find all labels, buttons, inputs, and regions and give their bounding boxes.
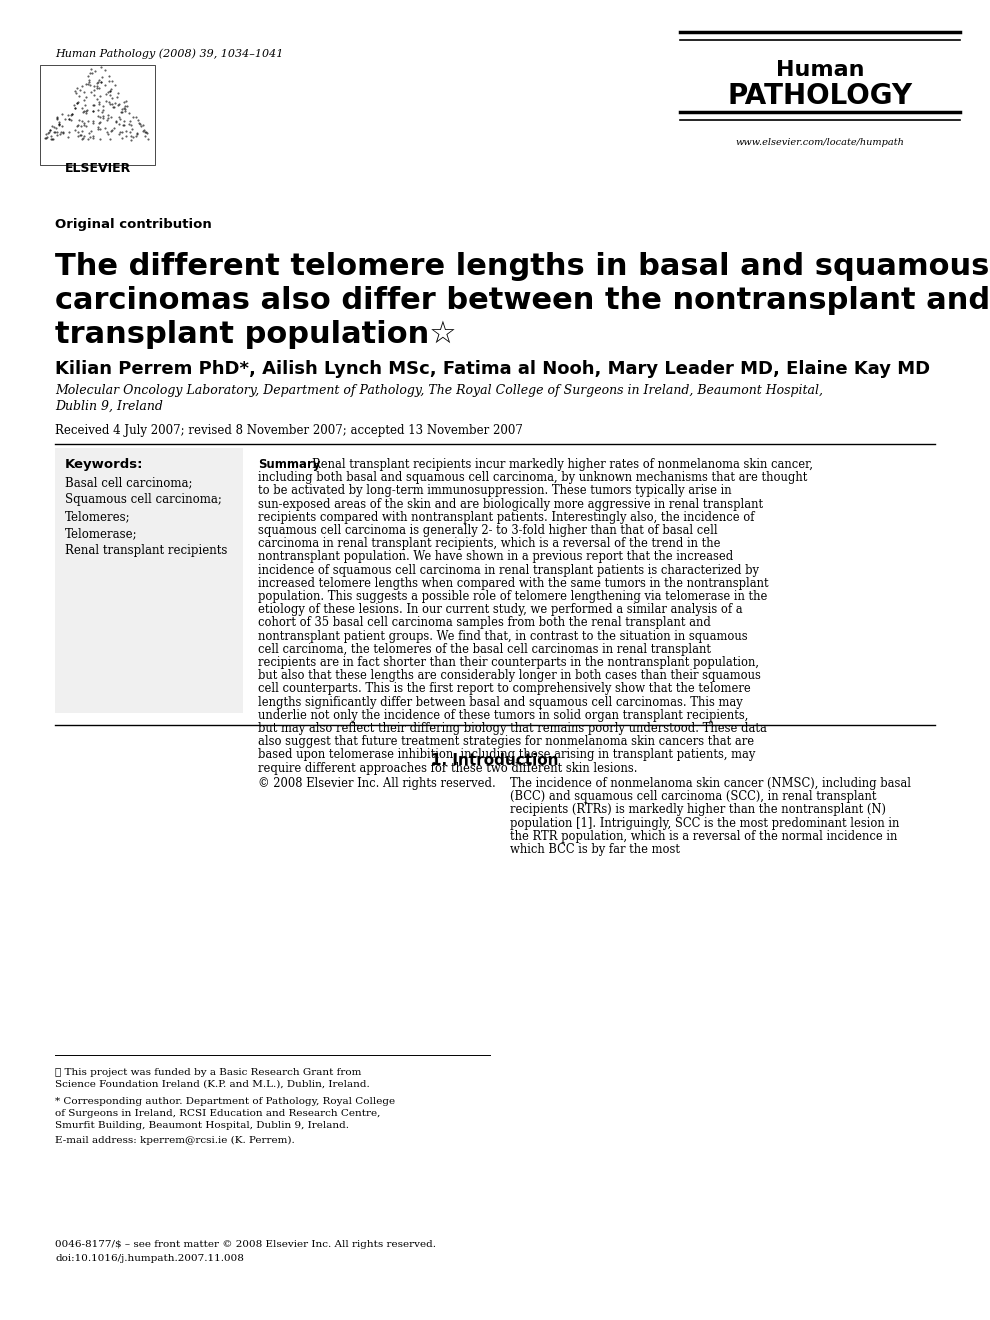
Text: Squamous cell carcinoma;: Squamous cell carcinoma; [65,492,222,506]
Text: lengths significantly differ between basal and squamous cell carcinomas. This ma: lengths significantly differ between bas… [258,696,742,709]
Text: underlie not only the incidence of these tumors in solid organ transplant recipi: underlie not only the incidence of these… [258,709,748,722]
Text: etiology of these lesions. In our current study, we performed a similar analysis: etiology of these lesions. In our curren… [258,603,742,616]
Text: also suggest that future treatment strategies for nonmelanoma skin cancers that : also suggest that future treatment strat… [258,735,754,748]
Text: but also that these lengths are considerably longer in both cases than their squ: but also that these lengths are consider… [258,669,761,682]
Text: recipients are in fact shorter than their counterparts in the nontransplant popu: recipients are in fact shorter than thei… [258,656,759,669]
Text: Molecular Oncology Laboratory, Department of Pathology, The Royal College of Sur: Molecular Oncology Laboratory, Departmen… [55,384,823,397]
Text: cell carcinoma, the telomeres of the basal cell carcinomas in renal transplant: cell carcinoma, the telomeres of the bas… [258,643,711,656]
Text: 0046-8177/$ – see front matter © 2008 Elsevier Inc. All rights reserved.: 0046-8177/$ – see front matter © 2008 El… [55,1239,436,1249]
Text: www.elsevier.com/locate/humpath: www.elsevier.com/locate/humpath [736,139,905,147]
Text: nontransplant patient groups. We find that, in contrast to the situation in squa: nontransplant patient groups. We find th… [258,630,747,643]
Text: carcinoma in renal transplant recipients, which is a reversal of the trend in th: carcinoma in renal transplant recipients… [258,537,721,550]
Text: Keywords:: Keywords: [65,458,144,471]
Text: The different telomere lengths in basal and squamous cell: The different telomere lengths in basal … [55,252,990,281]
Text: Original contribution: Original contribution [55,218,212,231]
Text: incidence of squamous cell carcinoma in renal transplant patients is characteriz: incidence of squamous cell carcinoma in … [258,564,759,577]
Text: 1. Introduction: 1. Introduction [432,752,558,768]
Text: Science Foundation Ireland (K.P. and M.L.), Dublin, Ireland.: Science Foundation Ireland (K.P. and M.L… [55,1080,369,1089]
Text: population. This suggests a possible role of telomere lengthening via telomerase: population. This suggests a possible rol… [258,590,767,603]
Text: PATHOLOGY: PATHOLOGY [728,82,913,110]
Text: to be activated by long-term immunosuppression. These tumors typically arise in: to be activated by long-term immunosuppr… [258,484,732,498]
Text: the RTR population, which is a reversal of the normal incidence in: the RTR population, which is a reversal … [510,830,897,842]
Text: © 2008 Elsevier Inc. All rights reserved.: © 2008 Elsevier Inc. All rights reserved… [258,776,496,789]
Text: Telomeres;: Telomeres; [65,510,131,523]
Text: Telomerase;: Telomerase; [65,527,138,540]
Text: ☆ This project was funded by a Basic Research Grant from: ☆ This project was funded by a Basic Res… [55,1068,361,1077]
Text: E-mail address: kperrem@rcsi.ie (K. Perrem).: E-mail address: kperrem@rcsi.ie (K. Perr… [55,1137,295,1146]
Text: Summary: Summary [258,458,321,471]
Text: The incidence of nonmelanoma skin cancer (NMSC), including basal: The incidence of nonmelanoma skin cancer… [510,777,911,789]
Text: but may also reflect their differing biology that remains poorly understood. The: but may also reflect their differing bio… [258,722,767,735]
Text: doi:10.1016/j.humpath.2007.11.008: doi:10.1016/j.humpath.2007.11.008 [55,1254,244,1263]
Text: Human: Human [776,59,864,81]
Text: * Corresponding author. Department of Pathology, Royal College: * Corresponding author. Department of Pa… [55,1097,395,1106]
Text: nontransplant population. We have shown in a previous report that the increased: nontransplant population. We have shown … [258,550,734,564]
Text: cell counterparts. This is the first report to comprehensively show that the tel: cell counterparts. This is the first rep… [258,682,750,696]
Text: of Surgeons in Ireland, RCSI Education and Research Centre,: of Surgeons in Ireland, RCSI Education a… [55,1109,380,1118]
Text: population [1]. Intriguingly, SCC is the most predominant lesion in: population [1]. Intriguingly, SCC is the… [510,817,899,829]
Text: increased telomere lengths when compared with the same tumors in the nontranspla: increased telomere lengths when compared… [258,577,768,590]
Bar [40,65,155,165]
Text: Human Pathology (2008) 39, 1034–1041: Human Pathology (2008) 39, 1034–1041 [55,48,283,58]
Text: cohort of 35 basal cell carcinoma samples from both the renal transplant and: cohort of 35 basal cell carcinoma sample… [258,616,711,630]
Text: Renal transplant recipients incur markedly higher rates of nonmelanoma skin canc: Renal transplant recipients incur marked… [312,458,813,471]
Text: recipients compared with nontransplant patients. Interestingly also, the inciden: recipients compared with nontransplant p… [258,511,754,524]
Text: squamous cell carcinoma is generally 2- to 3-fold higher than that of basal cell: squamous cell carcinoma is generally 2- … [258,524,718,537]
Text: require different approaches for these two different skin lesions.: require different approaches for these t… [258,762,638,775]
Text: recipients (RTRs) is markedly higher than the nontransplant (N): recipients (RTRs) is markedly higher tha… [510,804,886,816]
Text: Renal transplant recipients: Renal transplant recipients [65,544,228,557]
Text: Dublin 9, Ireland: Dublin 9, Ireland [55,400,163,413]
Text: Smurfit Building, Beaumont Hospital, Dublin 9, Ireland.: Smurfit Building, Beaumont Hospital, Dub… [55,1121,349,1130]
Text: which BCC is by far the most: which BCC is by far the most [510,843,680,855]
Text: Received 4 July 2007; revised 8 November 2007; accepted 13 November 2007: Received 4 July 2007; revised 8 November… [55,424,523,437]
Text: Kilian Perrem PhD*, Ailish Lynch MSc, Fatima al Nooh, Mary Leader MD, Elaine Kay: Kilian Perrem PhD*, Ailish Lynch MSc, Fa… [55,360,931,378]
Text: including both basal and squamous cell carcinoma, by unknown mechanisms that are: including both basal and squamous cell c… [258,471,808,484]
Text: carcinomas also differ between the nontransplant and renal: carcinomas also differ between the nontr… [55,286,990,315]
Text: sun-exposed areas of the skin and are biologically more aggressive in renal tran: sun-exposed areas of the skin and are bi… [258,498,763,511]
Text: (BCC) and squamous cell carcinoma (SCC), in renal transplant: (BCC) and squamous cell carcinoma (SCC),… [510,791,876,803]
Text: based upon telomerase inhibition, including those arising in transplant patients: based upon telomerase inhibition, includ… [258,748,755,762]
Text: transplant population☆: transplant population☆ [55,319,456,348]
Bar [55,447,243,713]
Text: Basal cell carcinoma;: Basal cell carcinoma; [65,477,192,488]
Text: ELSEVIER: ELSEVIER [64,162,131,176]
